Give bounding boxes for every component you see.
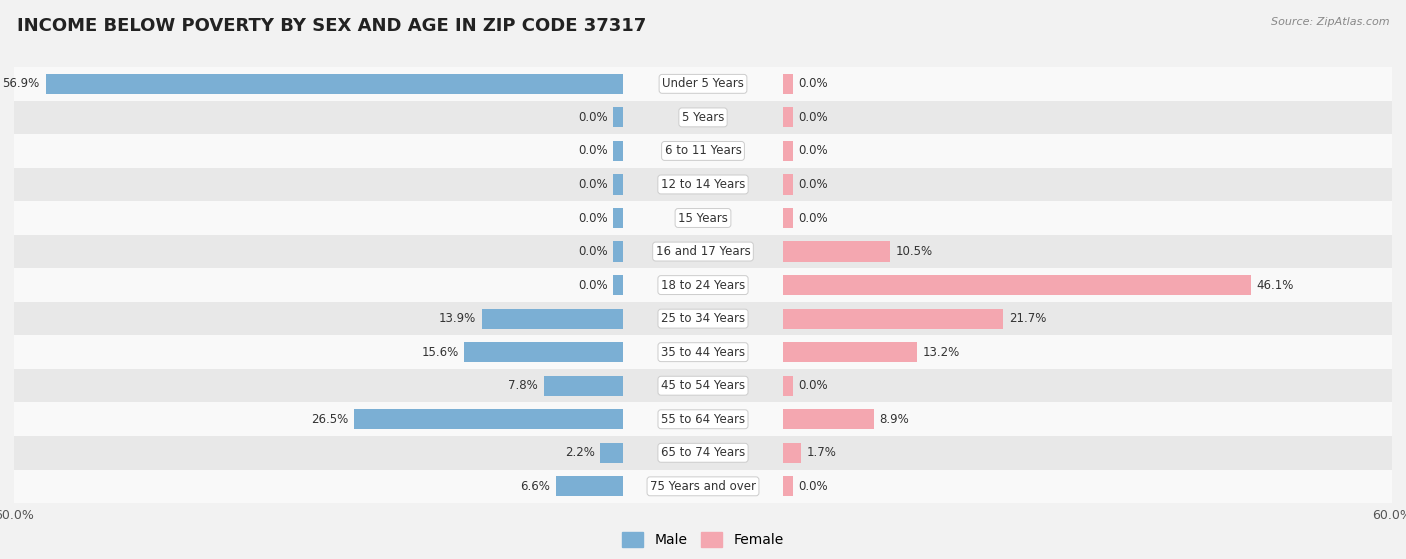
Bar <box>14 101 1392 134</box>
Bar <box>783 74 793 94</box>
Bar <box>783 208 793 228</box>
Text: 8.9%: 8.9% <box>879 413 910 426</box>
Text: 5 Years: 5 Years <box>682 111 724 124</box>
Bar <box>482 309 623 329</box>
Bar <box>783 107 793 127</box>
Text: 12 to 14 Years: 12 to 14 Years <box>661 178 745 191</box>
Text: 26.5%: 26.5% <box>311 413 349 426</box>
Bar <box>783 141 793 161</box>
Text: 6.6%: 6.6% <box>520 480 550 493</box>
Bar <box>783 376 793 396</box>
Bar <box>14 201 1392 235</box>
Text: 55 to 64 Years: 55 to 64 Years <box>661 413 745 426</box>
Bar <box>613 208 623 228</box>
Text: 0.0%: 0.0% <box>578 211 607 225</box>
Bar <box>14 436 1392 470</box>
Text: 0.0%: 0.0% <box>799 144 828 158</box>
Bar <box>783 342 917 362</box>
Text: 21.7%: 21.7% <box>1010 312 1046 325</box>
Bar <box>14 168 1392 201</box>
Text: 35 to 44 Years: 35 to 44 Years <box>661 345 745 359</box>
Text: 7.8%: 7.8% <box>508 379 537 392</box>
Text: 0.0%: 0.0% <box>799 77 828 91</box>
Text: 0.0%: 0.0% <box>799 111 828 124</box>
Bar <box>14 470 1392 503</box>
Text: 13.2%: 13.2% <box>922 345 960 359</box>
Text: 1.7%: 1.7% <box>807 446 837 459</box>
Text: INCOME BELOW POVERTY BY SEX AND AGE IN ZIP CODE 37317: INCOME BELOW POVERTY BY SEX AND AGE IN Z… <box>17 17 647 35</box>
Text: 56.9%: 56.9% <box>3 77 39 91</box>
Text: 18 to 24 Years: 18 to 24 Years <box>661 278 745 292</box>
Text: 15 Years: 15 Years <box>678 211 728 225</box>
Bar <box>783 476 793 496</box>
Text: 15.6%: 15.6% <box>422 345 458 359</box>
Text: 0.0%: 0.0% <box>578 111 607 124</box>
Text: 0.0%: 0.0% <box>578 178 607 191</box>
Text: 0.0%: 0.0% <box>578 144 607 158</box>
Bar <box>613 174 623 195</box>
Bar <box>783 275 1251 295</box>
Text: 45 to 54 Years: 45 to 54 Years <box>661 379 745 392</box>
Bar <box>14 134 1392 168</box>
Text: 6 to 11 Years: 6 to 11 Years <box>665 144 741 158</box>
Bar <box>783 241 890 262</box>
Bar <box>613 275 623 295</box>
Bar <box>783 174 793 195</box>
Bar <box>14 335 1392 369</box>
Bar <box>464 342 623 362</box>
Bar <box>14 369 1392 402</box>
Bar <box>555 476 623 496</box>
Bar <box>783 309 1004 329</box>
Text: 16 and 17 Years: 16 and 17 Years <box>655 245 751 258</box>
Bar <box>544 376 623 396</box>
Bar <box>613 241 623 262</box>
Text: 25 to 34 Years: 25 to 34 Years <box>661 312 745 325</box>
Text: 65 to 74 Years: 65 to 74 Years <box>661 446 745 459</box>
Text: 75 Years and over: 75 Years and over <box>650 480 756 493</box>
Bar <box>14 302 1392 335</box>
Text: 0.0%: 0.0% <box>799 379 828 392</box>
Text: Source: ZipAtlas.com: Source: ZipAtlas.com <box>1271 17 1389 27</box>
Text: 0.0%: 0.0% <box>799 480 828 493</box>
Bar <box>14 67 1392 101</box>
Bar <box>613 107 623 127</box>
Bar <box>783 409 873 429</box>
Bar <box>354 409 623 429</box>
Bar <box>613 141 623 161</box>
Bar <box>14 402 1392 436</box>
Text: 0.0%: 0.0% <box>799 211 828 225</box>
Bar <box>14 235 1392 268</box>
Bar <box>14 268 1392 302</box>
Bar <box>783 443 800 463</box>
Text: 10.5%: 10.5% <box>896 245 932 258</box>
Text: 46.1%: 46.1% <box>1257 278 1294 292</box>
Text: Under 5 Years: Under 5 Years <box>662 77 744 91</box>
Text: 2.2%: 2.2% <box>565 446 595 459</box>
Text: 0.0%: 0.0% <box>578 245 607 258</box>
Legend: Male, Female: Male, Female <box>617 527 789 553</box>
Bar <box>45 74 623 94</box>
Bar <box>600 443 623 463</box>
Text: 13.9%: 13.9% <box>439 312 475 325</box>
Text: 0.0%: 0.0% <box>799 178 828 191</box>
Text: 0.0%: 0.0% <box>578 278 607 292</box>
